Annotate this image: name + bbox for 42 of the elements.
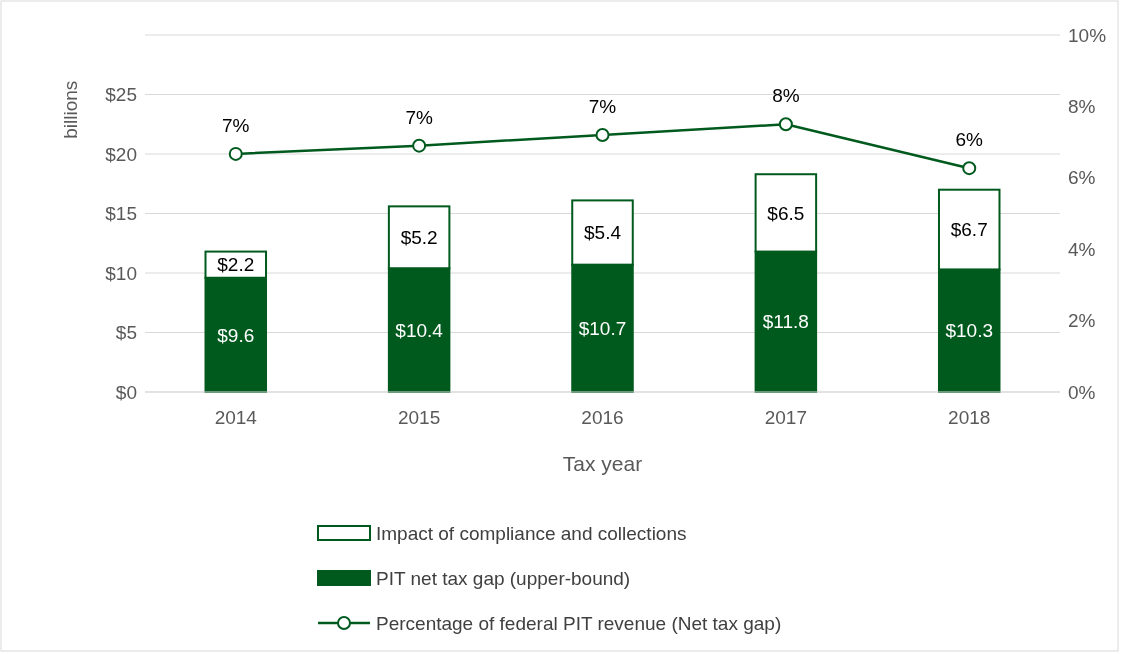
y-tick-label: $5 (115, 322, 137, 344)
data-label: $10.3 (945, 320, 994, 342)
y2-tick-label: 6% (1068, 167, 1096, 189)
x-tick-label: 2015 (397, 407, 441, 428)
point (962, 161, 977, 176)
x-tick-label: 2018 (948, 407, 991, 428)
y2-tick-label: 10% (1068, 24, 1107, 46)
x-tick-label: 2014 (214, 407, 258, 428)
y2-tick-label: 8% (1068, 96, 1096, 118)
legend-label: Impact of compliance and collections (376, 522, 687, 544)
y-tick-label: $20 (105, 143, 137, 165)
data-label: $10.7 (578, 317, 627, 339)
y-tick-label: $10 (105, 262, 137, 284)
y2-tick-label: 0% (1068, 381, 1096, 403)
data-label: $5.2 (400, 226, 438, 248)
data-label: $10.4 (395, 319, 444, 341)
data-label: 7% (222, 114, 250, 136)
data-label: 7% (405, 106, 433, 128)
y2-tick-label: 2% (1068, 310, 1096, 332)
point (228, 146, 243, 161)
point (778, 117, 793, 132)
y-tick-label: $15 (105, 203, 137, 225)
data-label: $11.8 (762, 311, 809, 333)
x-tick-label: 2017 (764, 407, 808, 428)
y-tick-label: $25 (105, 84, 137, 106)
legend-label: PIT net tax gap (upper-bound) (376, 567, 631, 589)
y2-tick-label: 4% (1068, 238, 1096, 260)
data-label: $2.2 (217, 254, 255, 276)
point (595, 127, 610, 142)
y-tick-label: $0 (115, 381, 137, 403)
x-tick-label: 2016 (581, 407, 624, 428)
legend-label: Percentage of federal PIT revenue (Net tax gap) (376, 612, 782, 634)
point (412, 138, 427, 153)
data-label: 7% (588, 95, 617, 117)
data-label: 6% (955, 129, 984, 151)
data-label: 8% (772, 85, 800, 107)
x-axis-title: Tax year (562, 452, 643, 475)
y-axis-title: billions (60, 80, 81, 139)
data-label: $9.6 (217, 324, 255, 346)
data-label: $5.4 (584, 222, 622, 244)
data-label: $6.5 (767, 202, 805, 224)
data-label: $6.7 (950, 219, 988, 241)
